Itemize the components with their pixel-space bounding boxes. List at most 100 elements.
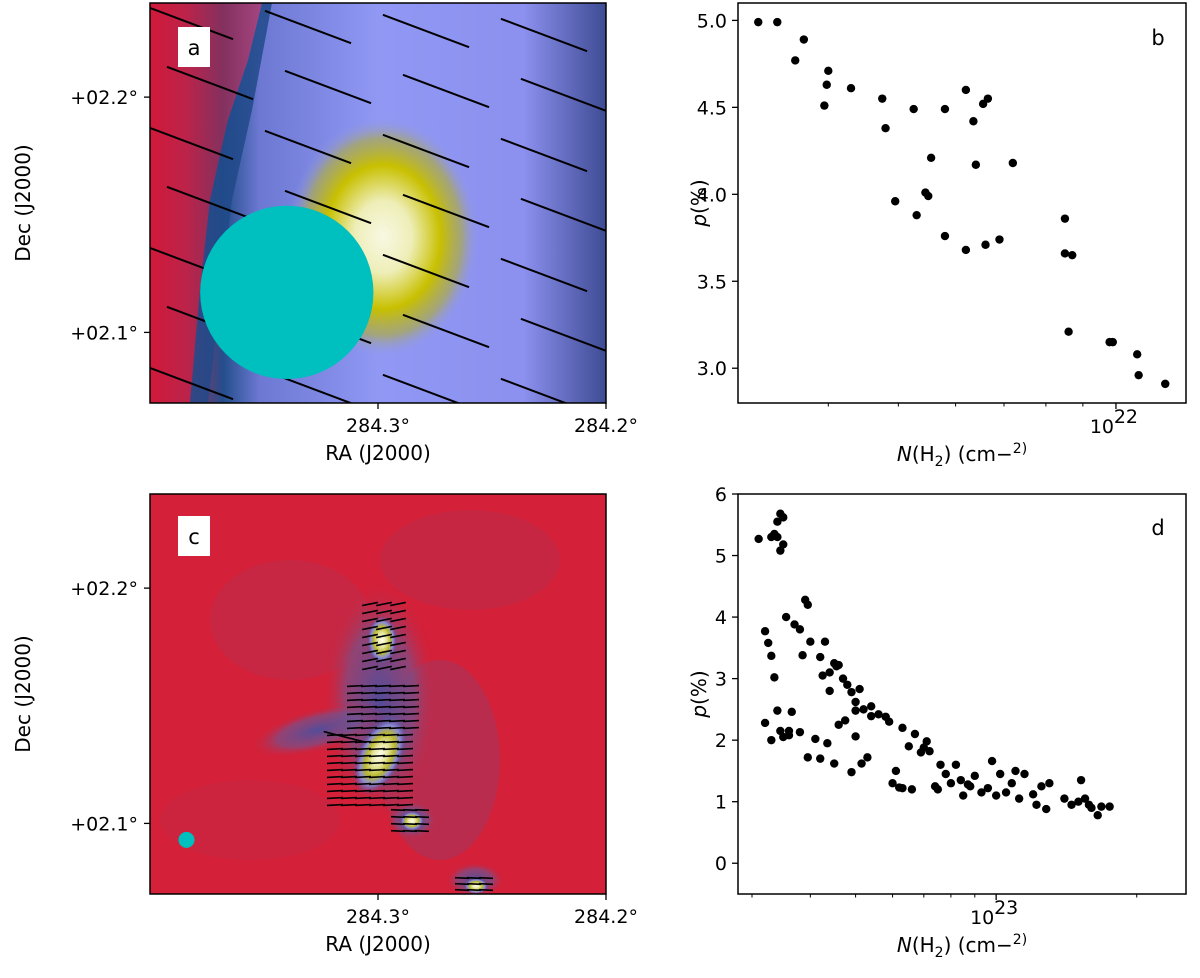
x-tick-label: 284.3°	[346, 906, 410, 928]
polarization-vector	[414, 808, 430, 812]
data-point	[773, 706, 782, 715]
polarization-vector	[166, 65, 254, 101]
data-point	[851, 706, 860, 715]
data-point	[983, 94, 993, 103]
polarization-vector	[362, 633, 378, 639]
panel-c-core	[400, 811, 424, 831]
polarization-vector	[382, 768, 400, 772]
y-tick-label: 1	[715, 792, 727, 814]
polarization-vector	[340, 775, 358, 779]
data-point	[1076, 775, 1086, 785]
data-point	[820, 101, 829, 110]
polarization-vector	[382, 740, 400, 744]
y-tick-label: 6	[715, 484, 727, 506]
polarization-vector	[354, 761, 372, 765]
data-point	[795, 625, 805, 634]
polarization-vector	[326, 761, 344, 765]
x-tick-label: 10	[970, 907, 994, 929]
polarization-vector	[376, 633, 392, 639]
polarization-vector	[390, 815, 406, 819]
data-point	[822, 80, 831, 89]
data-point	[1064, 327, 1073, 336]
data-point	[924, 191, 933, 201]
data-point	[981, 240, 990, 249]
polarization-vector	[374, 705, 392, 709]
polarization-vector	[340, 768, 358, 772]
data-point	[1084, 800, 1094, 809]
panel-c-beam	[178, 831, 195, 848]
data-point	[940, 104, 950, 114]
panel-a: a 284.3° 284.2° +02.2° +02.1° RA (J2000) Dec …	[11, 2, 638, 465]
polarization-vector	[388, 698, 406, 702]
polarization-vector	[362, 641, 378, 647]
polarization-vector	[376, 609, 392, 615]
data-point	[830, 759, 839, 768]
y-tick-label: 3	[715, 669, 727, 691]
data-point	[799, 35, 809, 44]
data-point	[851, 732, 860, 741]
x-axis-title-symbol: N	[897, 442, 912, 466]
polarization-vector	[396, 733, 414, 737]
polarization-vector	[478, 882, 494, 886]
polarization-vector	[374, 698, 392, 702]
data-point	[767, 735, 776, 745]
data-point	[767, 651, 776, 661]
data-point	[857, 759, 866, 768]
polarization-vector	[264, 9, 352, 45]
data-point	[898, 783, 907, 793]
polarization-vector	[390, 665, 406, 671]
polarization-vector	[376, 641, 392, 647]
polarization-vector	[396, 796, 414, 800]
polarization-vector	[360, 691, 378, 695]
data-point	[983, 783, 993, 793]
polarization-vector	[354, 803, 372, 807]
panel-b-frame	[737, 2, 1187, 404]
data-point	[795, 727, 805, 737]
y-axis-title: p(%)	[687, 179, 711, 227]
x-axis-title-part: (H	[912, 933, 935, 957]
polarization-vector	[376, 665, 392, 671]
polarization-vector	[390, 641, 406, 647]
panel-c-core	[464, 878, 488, 894]
polarization-vector	[402, 719, 420, 723]
y-tick-label: 5	[715, 546, 727, 568]
data-point	[787, 707, 796, 717]
polarization-vector	[340, 747, 358, 751]
polarization-vector	[520, 197, 606, 232]
polarization-vector	[362, 657, 378, 663]
x-tick-label: 284.2°	[574, 906, 638, 928]
polarization-vector	[340, 789, 358, 793]
polarization-vector	[362, 609, 378, 615]
polarization-vector	[466, 876, 482, 880]
data-point	[803, 753, 812, 762]
polarization-vector	[346, 719, 364, 723]
panel-c-axes: 284.3° 284.2° +02.2° +02.1° RA (J2000) Dec (J…	[11, 578, 638, 956]
panel-a-image	[150, 3, 606, 403]
polarization-vector	[402, 73, 490, 109]
polarization-vector	[390, 601, 406, 607]
polarization-vector	[354, 789, 372, 793]
polarization-vector	[376, 617, 392, 623]
data-point	[933, 785, 943, 794]
data-point	[912, 210, 921, 220]
polarization-vector	[414, 829, 430, 833]
data-point	[811, 734, 820, 744]
data-point	[754, 17, 763, 27]
x-axis-title-part: ) (cm−	[944, 933, 1013, 957]
polarization-vector	[340, 754, 358, 758]
data-point	[866, 702, 876, 711]
polarization-vector	[360, 705, 378, 709]
polarization-vector	[396, 761, 414, 765]
panel-c-polarization-vectors	[323, 601, 494, 892]
polarization-vector	[360, 712, 378, 716]
data-point	[995, 769, 1005, 779]
polarization-vector	[368, 740, 386, 744]
data-point	[764, 638, 773, 648]
data-point	[1037, 782, 1046, 791]
polarization-vector	[388, 719, 406, 723]
polarization-vector	[368, 803, 386, 807]
data-point	[760, 627, 770, 636]
data-point	[1080, 794, 1090, 803]
data-point	[891, 197, 900, 206]
polarization-vector	[376, 657, 392, 663]
